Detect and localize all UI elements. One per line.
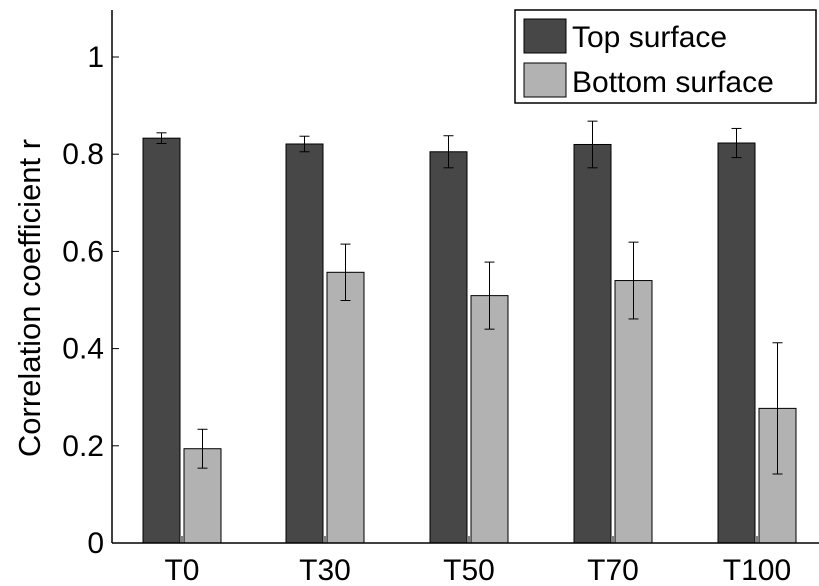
error-bar-bottom-surface-t50: [484, 261, 495, 330]
y-tick-label: 0.6: [62, 235, 104, 268]
error-bar-top-surface-t70: [587, 120, 598, 169]
error-bar-bottom-surface-t100: [772, 342, 783, 475]
y-axis-label: Correlation coefficient r: [12, 139, 47, 457]
bar-top-surface-t70: [573, 143, 612, 544]
x-tick-label-t50: T50: [443, 554, 495, 586]
bar-top-surface-t30: [285, 143, 324, 544]
x-ticks-layer: T0 T30 T50 T70 T100: [164, 536, 791, 586]
y-ticks-layer: 0 0.2 0.4 0.6 0.8 1: [62, 41, 119, 560]
error-bar-bottom-surface-t70: [628, 241, 639, 320]
x-tick-label-t0: T0: [164, 554, 199, 586]
error-bar-top-surface-t50: [443, 135, 454, 169]
y-tick-label: 0: [87, 527, 104, 560]
error-bar-top-surface-t0: [156, 132, 167, 145]
x-tick-label-t30: T30: [299, 554, 351, 586]
error-bar-bottom-surface-t0: [197, 428, 208, 469]
bar-bottom-surface-t70: [614, 280, 653, 544]
legend-swatch-top-surface: [523, 18, 567, 54]
error-bar-top-surface-t100: [731, 127, 742, 159]
y-tick-label: 0.8: [62, 138, 104, 171]
error-bars-layer: [156, 120, 783, 475]
error-bar-bottom-surface-t30: [340, 243, 351, 301]
y-tick-label: 1: [87, 41, 104, 74]
bar-top-surface-t50: [429, 151, 468, 544]
bars-layer: [142, 137, 797, 544]
legend-swatch-bottom-surface: [523, 62, 567, 98]
x-tick-label-t70: T70: [587, 554, 639, 586]
bar-top-surface-t0: [142, 137, 181, 544]
bar-top-surface-t100: [717, 142, 756, 544]
legend-label-top-surface: Top surface: [572, 21, 727, 54]
y-tick-label: 0.2: [62, 430, 104, 463]
legend-label-bottom-surface: Bottom surface: [572, 66, 774, 99]
bar-bottom-surface-t30: [326, 271, 365, 544]
error-bar-top-surface-t30: [299, 135, 310, 153]
axes-layer: [111, 10, 819, 544]
legend: Top surface Bottom surface: [514, 9, 817, 104]
y-tick-label: 0.4: [62, 333, 104, 366]
x-tick-label-t100: T100: [723, 554, 791, 586]
bar-bottom-surface-t50: [470, 295, 509, 544]
